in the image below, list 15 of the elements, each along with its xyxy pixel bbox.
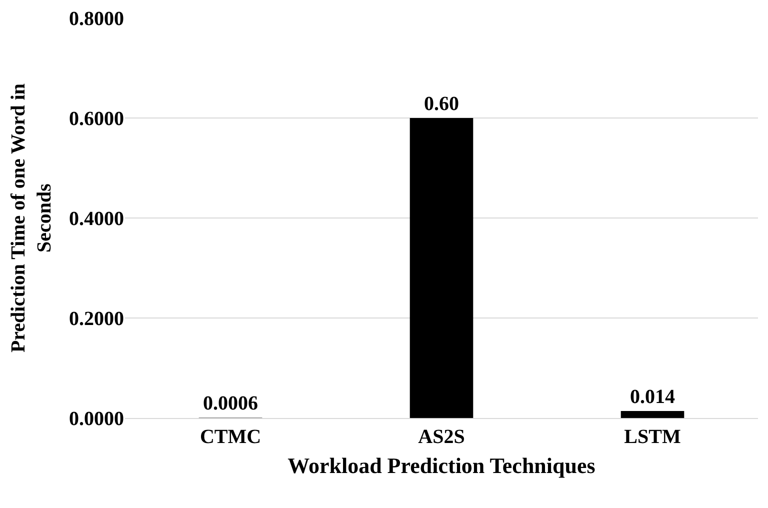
y-axis-title: Prediction Time of one Word in Seconds <box>8 83 56 353</box>
x-tick-label: LSTM <box>624 426 681 448</box>
data-label: 0.0006 <box>203 392 258 415</box>
x-axis-title: Workload Prediction Techniques <box>288 452 596 478</box>
y-tick-label: 0.2000 <box>69 308 124 330</box>
x-tick-label: AS2S <box>418 426 465 448</box>
y-tick-label: 0.8000 <box>69 8 124 30</box>
data-label: 0.014 <box>630 386 675 408</box>
x-tick-label: CTMC <box>200 426 262 448</box>
y-tick-label: 0.4000 <box>69 208 124 230</box>
y-tick-label: 0.6000 <box>69 108 124 130</box>
bar <box>410 118 474 418</box>
data-label: 0.60 <box>424 93 459 115</box>
y-tick-label: 0.0000 <box>69 408 124 430</box>
bar <box>620 411 684 418</box>
